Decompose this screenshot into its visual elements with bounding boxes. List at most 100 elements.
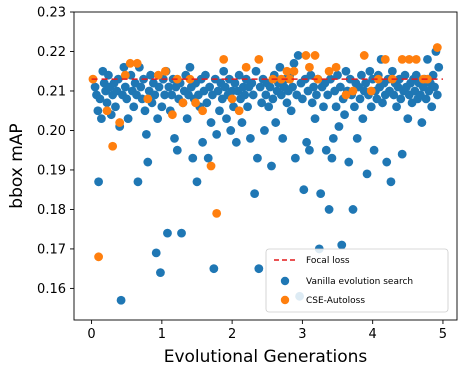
vanilla-point-5 <box>97 114 106 124</box>
x-tick-label: 4 <box>369 327 377 342</box>
legend: Focal loss Vanilla evolution search CSE-… <box>265 248 449 313</box>
x-tick-label: 1 <box>158 327 166 342</box>
vanilla-point-236 <box>423 54 432 64</box>
vanilla-point-3 <box>94 177 103 187</box>
cse-point-20 <box>227 94 237 104</box>
vanilla-point-78 <box>201 70 210 80</box>
vanilla-point-46 <box>156 268 165 278</box>
vanilla-point-157 <box>312 90 321 100</box>
vanilla-point-136 <box>282 98 292 108</box>
vanilla-point-228 <box>411 70 421 80</box>
vanilla-point-36 <box>141 130 151 139</box>
cse-point-28 <box>289 66 299 76</box>
cse-point-21 <box>234 106 244 116</box>
vanilla-point-166 <box>324 205 334 214</box>
y-tick-label: 0.23 <box>37 6 66 21</box>
y-tick-label: 0.22 <box>37 45 66 60</box>
vanilla-point-244 <box>434 62 444 72</box>
legend-vanilla-label: Vanilla evolution search <box>306 277 413 287</box>
vanilla-point-0 <box>90 82 100 92</box>
cse-point-43 <box>404 54 414 64</box>
vanilla-point-218 <box>397 149 407 159</box>
vanilla-point-232 <box>417 118 427 127</box>
x-tick-label: 0 <box>87 327 95 342</box>
cse-point-19 <box>219 54 229 64</box>
cse-point-42 <box>397 54 407 64</box>
cse-point-32 <box>313 74 323 84</box>
vanilla-point-154 <box>307 98 317 108</box>
vanilla-point-84 <box>209 264 219 274</box>
y-axis-label: bbox mAP <box>7 123 27 208</box>
cse-point-17 <box>206 161 216 171</box>
vanilla-point-162 <box>319 102 328 112</box>
vanilla-point-23 <box>122 94 132 104</box>
vanilla-point-24 <box>123 114 133 124</box>
cse-point-11 <box>167 110 177 120</box>
vanilla-point-93 <box>222 114 231 124</box>
vanilla-point-222 <box>403 114 413 124</box>
vanilla-point-120 <box>260 126 269 135</box>
vanilla-point-10 <box>104 70 113 80</box>
vanilla-point-102 <box>234 70 244 80</box>
cse-point-34 <box>331 62 341 72</box>
vanilla-point-190 <box>358 114 368 124</box>
x-tick-label: 2 <box>228 327 236 342</box>
cse-point-8 <box>143 94 153 104</box>
cse-point-26 <box>282 66 292 76</box>
vanilla-point-58 <box>172 145 182 155</box>
vanilla-point-189 <box>357 70 366 80</box>
vanilla-point-140 <box>288 82 297 92</box>
vanilla-point-110 <box>245 133 255 143</box>
vanilla-point-142 <box>290 153 300 163</box>
cse-point-25 <box>276 74 286 84</box>
y-tick-label: 0.20 <box>37 124 66 139</box>
plot-frame <box>73 11 458 321</box>
vanilla-point-96 <box>226 126 236 135</box>
vanilla-point-214 <box>392 102 401 112</box>
vanilla-point-100 <box>231 137 241 147</box>
vanilla-point-19 <box>116 295 126 305</box>
vanilla-point-21 <box>119 62 129 72</box>
vanilla-point-150 <box>302 137 312 147</box>
vanilla-point-118 <box>257 98 267 108</box>
cse-point-4 <box>115 118 125 127</box>
vanilla-point-125 <box>267 161 276 171</box>
vanilla-point-113 <box>250 189 260 199</box>
vanilla-point-91 <box>219 66 229 76</box>
cse-point-29 <box>301 51 311 60</box>
legend-cse-marker <box>280 295 290 305</box>
vanilla-point-67 <box>185 62 195 72</box>
vanilla-point-52 <box>164 82 174 92</box>
vanilla-point-42 <box>150 90 160 100</box>
vanilla-point-43 <box>151 248 161 258</box>
legend-vanilla-marker <box>280 276 290 286</box>
vanilla-point-148 <box>299 185 309 195</box>
vanilla-point-171 <box>331 102 341 112</box>
legend-box <box>265 248 449 313</box>
vanilla-point-160 <box>316 189 326 199</box>
cse-point-3 <box>108 141 118 151</box>
vanilla-point-144 <box>293 51 303 60</box>
cse-point-23 <box>254 54 264 64</box>
x-tick-label: 3 <box>298 327 306 342</box>
vanilla-point-207 <box>382 157 392 167</box>
vanilla-point-104 <box>237 118 247 127</box>
vanilla-point-211 <box>387 66 397 76</box>
vanilla-point-184 <box>349 102 359 112</box>
cse-point-6 <box>125 58 135 68</box>
vanilla-point-239 <box>427 102 437 112</box>
cse-point-47 <box>432 43 442 52</box>
vanilla-point-123 <box>264 102 274 112</box>
vanilla-point-124 <box>265 82 275 92</box>
vanilla-point-81 <box>205 82 215 92</box>
y-tick-label: 0.16 <box>37 282 66 297</box>
cse-point-5 <box>120 70 130 80</box>
vanilla-point-168 <box>327 153 337 163</box>
legend-cse-label: CSE-Autoloss <box>306 296 365 306</box>
vanilla-point-132 <box>276 90 286 100</box>
vanilla-point-15 <box>111 102 120 112</box>
vanilla-point-212 <box>389 90 399 100</box>
vanilla-point-126 <box>268 94 278 104</box>
vanilla-point-37 <box>143 157 153 167</box>
